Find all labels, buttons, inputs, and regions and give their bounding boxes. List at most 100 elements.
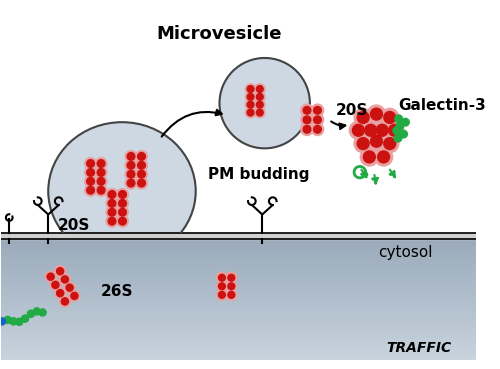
Circle shape <box>373 121 391 139</box>
Circle shape <box>106 206 118 218</box>
Circle shape <box>312 123 324 135</box>
Circle shape <box>402 118 409 126</box>
Circle shape <box>127 170 135 178</box>
Circle shape <box>303 116 311 124</box>
Bar <box>0 239 476 243</box>
Circle shape <box>125 168 137 180</box>
Circle shape <box>376 124 388 136</box>
Circle shape <box>22 315 29 322</box>
Text: 20S: 20S <box>58 218 90 233</box>
Circle shape <box>118 191 126 198</box>
Circle shape <box>4 316 12 324</box>
Circle shape <box>108 200 116 207</box>
Bar <box>0 295 476 299</box>
Circle shape <box>301 123 313 135</box>
Circle shape <box>360 148 378 166</box>
Circle shape <box>60 274 70 285</box>
Bar <box>0 243 476 247</box>
Circle shape <box>301 104 313 117</box>
Bar <box>0 328 476 332</box>
Circle shape <box>218 292 226 298</box>
Circle shape <box>314 116 322 124</box>
Circle shape <box>108 217 116 225</box>
Circle shape <box>86 186 94 194</box>
Circle shape <box>247 93 254 100</box>
Text: TRAFFIC: TRAFFIC <box>386 341 452 355</box>
Circle shape <box>84 166 96 178</box>
Bar <box>0 259 476 263</box>
Circle shape <box>246 107 256 118</box>
Circle shape <box>97 169 105 176</box>
Circle shape <box>95 166 107 178</box>
Circle shape <box>125 177 137 189</box>
Bar <box>0 340 476 344</box>
Circle shape <box>86 169 94 176</box>
Circle shape <box>95 176 107 187</box>
Circle shape <box>10 318 17 325</box>
Bar <box>0 271 476 275</box>
Circle shape <box>352 124 364 136</box>
Circle shape <box>303 125 311 133</box>
Bar <box>0 287 476 291</box>
Bar <box>0 283 476 287</box>
Circle shape <box>246 84 256 94</box>
Circle shape <box>396 123 404 130</box>
Circle shape <box>69 290 80 301</box>
Circle shape <box>354 135 372 153</box>
Circle shape <box>378 151 390 163</box>
Circle shape <box>384 111 396 123</box>
Text: 26S: 26S <box>100 283 133 299</box>
Bar <box>0 348 476 352</box>
Circle shape <box>254 107 265 118</box>
Circle shape <box>256 86 263 92</box>
Circle shape <box>127 179 135 187</box>
Text: PM budding: PM budding <box>208 167 309 182</box>
Circle shape <box>400 130 407 138</box>
Circle shape <box>16 318 23 325</box>
Circle shape <box>226 272 237 283</box>
Bar <box>0 344 476 348</box>
Circle shape <box>350 121 368 139</box>
Circle shape <box>386 121 404 139</box>
Circle shape <box>247 109 254 116</box>
Circle shape <box>364 151 376 163</box>
Bar <box>0 263 476 267</box>
Bar <box>0 311 476 315</box>
Circle shape <box>303 107 311 114</box>
Circle shape <box>60 296 70 307</box>
Circle shape <box>39 309 46 316</box>
Circle shape <box>95 184 107 196</box>
Circle shape <box>246 100 256 110</box>
Ellipse shape <box>48 122 196 260</box>
Circle shape <box>138 152 145 160</box>
Bar <box>0 307 476 311</box>
Circle shape <box>84 158 96 169</box>
Circle shape <box>47 273 54 280</box>
Circle shape <box>370 108 382 120</box>
Circle shape <box>116 215 128 227</box>
Circle shape <box>256 109 263 116</box>
Circle shape <box>256 93 263 100</box>
Circle shape <box>301 114 313 126</box>
Circle shape <box>108 191 116 198</box>
Circle shape <box>125 151 137 162</box>
Bar <box>0 352 476 356</box>
Circle shape <box>247 86 254 92</box>
Circle shape <box>45 271 56 282</box>
Circle shape <box>254 100 265 110</box>
Bar <box>0 303 476 307</box>
Circle shape <box>54 288 66 299</box>
Circle shape <box>127 152 135 160</box>
Circle shape <box>374 148 392 166</box>
Circle shape <box>62 276 68 283</box>
Text: cytosol: cytosol <box>378 245 432 261</box>
Circle shape <box>62 298 68 305</box>
Circle shape <box>357 138 369 149</box>
Circle shape <box>116 197 128 209</box>
Circle shape <box>0 318 6 325</box>
Circle shape <box>56 268 64 275</box>
Circle shape <box>136 168 147 180</box>
Circle shape <box>247 101 254 108</box>
Bar <box>0 336 476 340</box>
Circle shape <box>127 162 135 169</box>
